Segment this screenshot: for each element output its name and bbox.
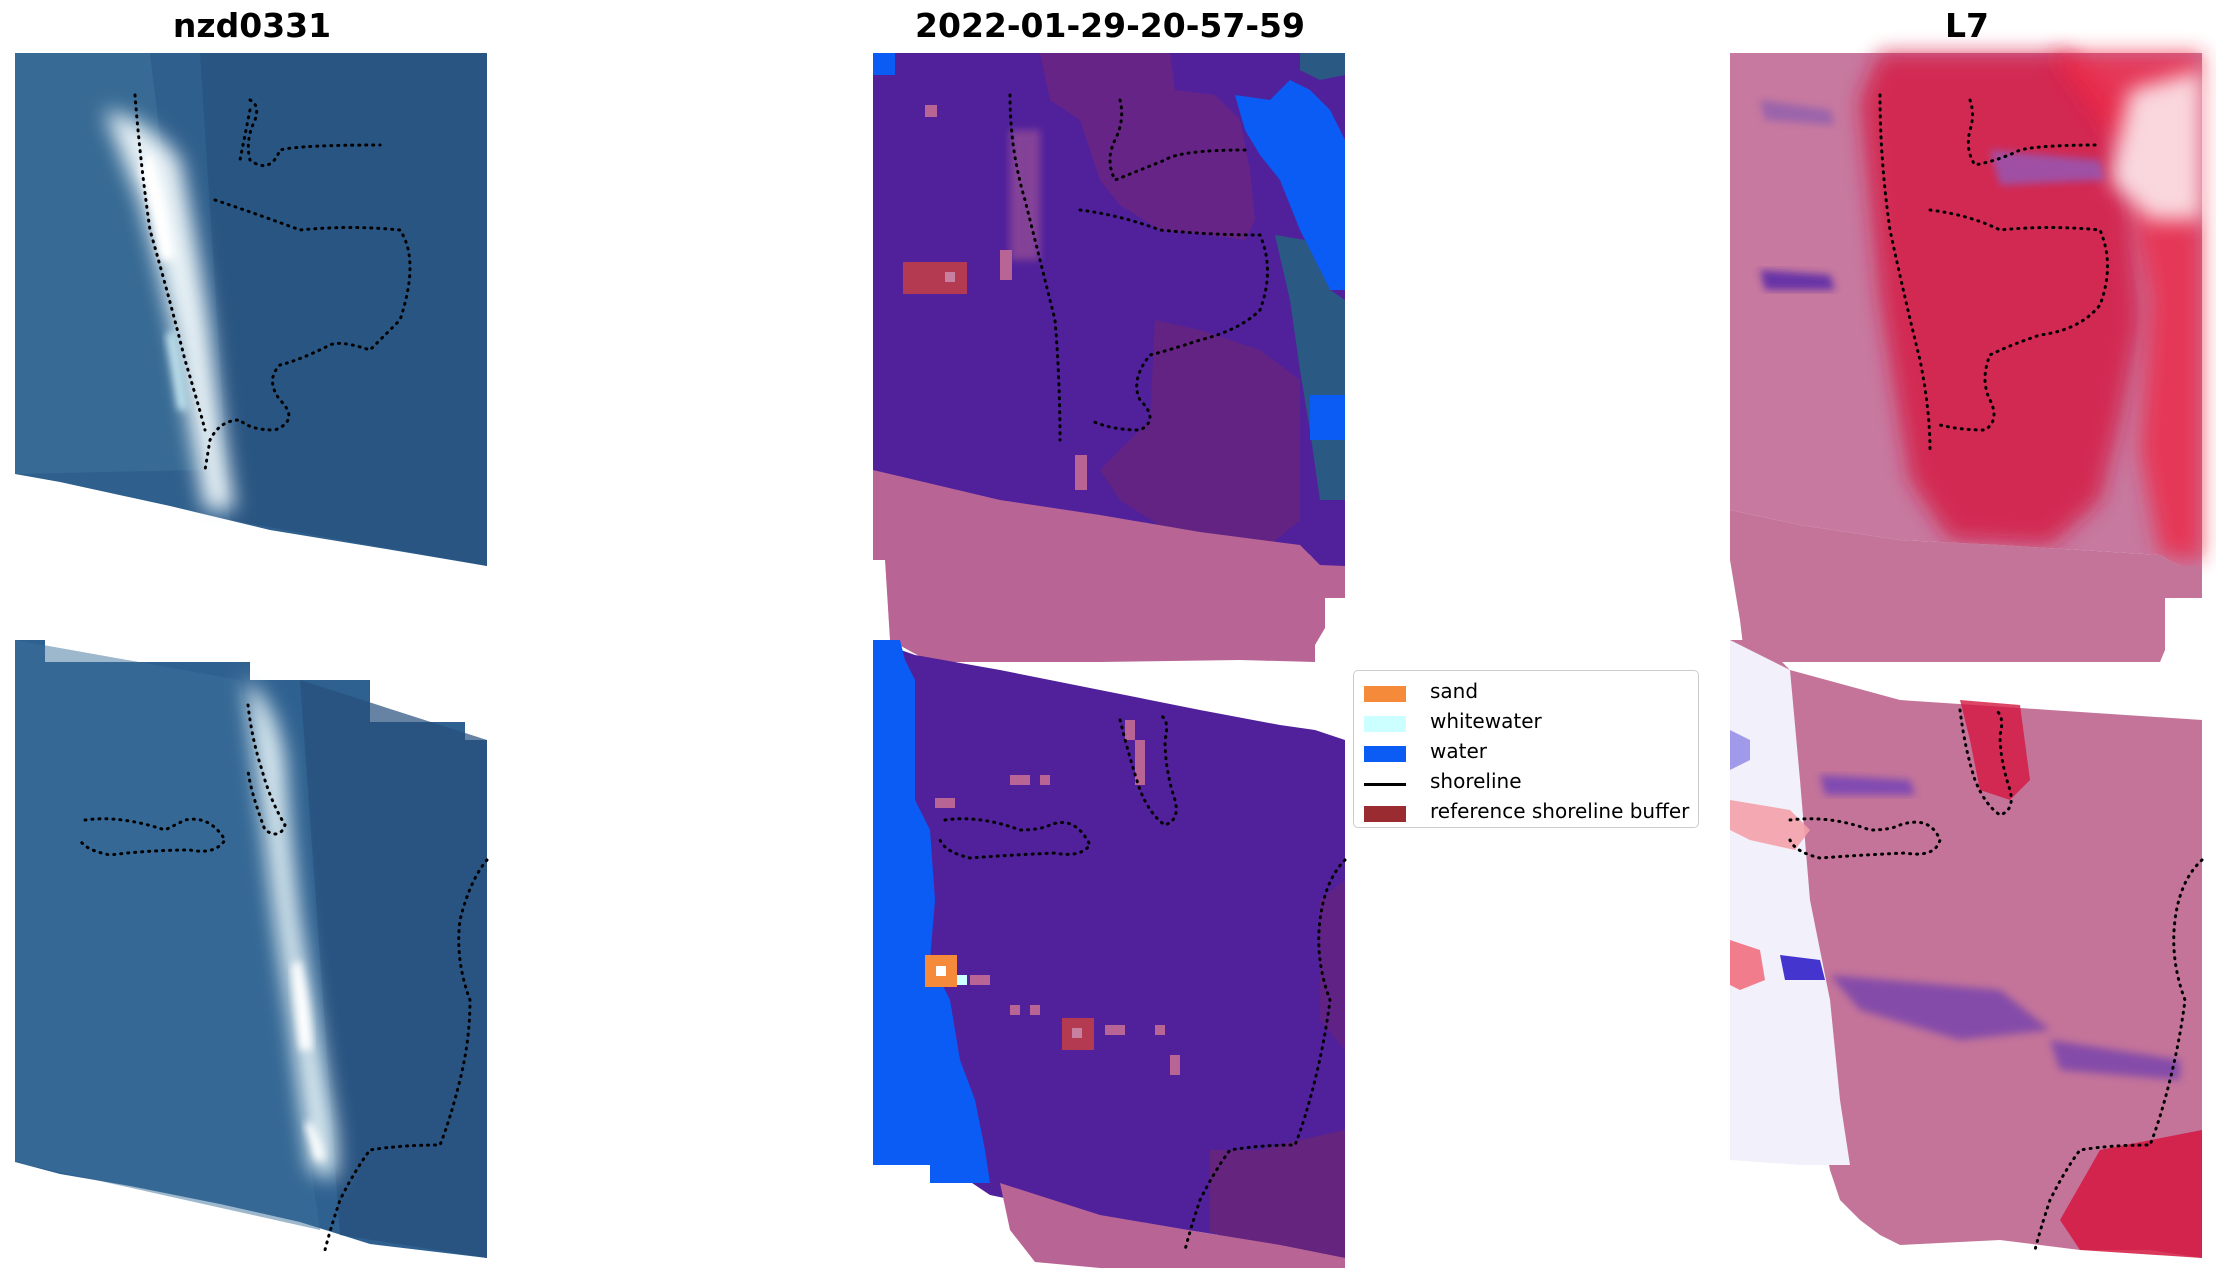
rgb-image-panel bbox=[15, 53, 489, 1258]
legend-swatch-water bbox=[1364, 746, 1406, 762]
water-top-right bbox=[1235, 80, 1345, 290]
shoreline-right-bottom bbox=[1788, 708, 2204, 1252]
class-tile-bottom-land bbox=[873, 640, 1345, 1258]
legend-swatch-sand bbox=[1364, 686, 1406, 702]
surf-zone-bottom bbox=[245, 680, 337, 1180]
legend-swatch-whitewater bbox=[1364, 716, 1406, 732]
center-panel-title: 2022-01-29-20-57-59 bbox=[915, 6, 1305, 45]
legend-label: sand bbox=[1430, 679, 1479, 703]
shoreline-center-bottom bbox=[938, 713, 1347, 1252]
shoreline-left-top bbox=[133, 93, 412, 472]
legend-swatch-reference-buffer bbox=[1364, 806, 1406, 822]
shoreline-right-top bbox=[1878, 93, 2109, 452]
classification-panel bbox=[873, 53, 1347, 1268]
legend-item-water: water bbox=[1364, 737, 1694, 767]
legend-label: whitewater bbox=[1430, 709, 1542, 733]
buffer-band bbox=[873, 470, 1345, 662]
index-panel bbox=[1730, 53, 2204, 1258]
legend-label: water bbox=[1430, 739, 1487, 763]
shoreline-center-top bbox=[1008, 93, 1269, 442]
index-band bbox=[1730, 510, 2202, 662]
surf-zone-top bbox=[105, 110, 235, 510]
legend-item-whitewater: whitewater bbox=[1364, 707, 1694, 737]
legend-label: shoreline bbox=[1430, 769, 1522, 793]
legend-item-reference-buffer: reference shoreline buffer bbox=[1364, 797, 1694, 827]
right-panel-title: L7 bbox=[1945, 6, 1989, 45]
legend-item-sand: sand bbox=[1364, 677, 1694, 707]
water-bottom-left bbox=[873, 640, 990, 1183]
shoreline-left-bottom bbox=[78, 703, 489, 1252]
legend-label: reference shoreline buffer bbox=[1430, 799, 1690, 823]
reference-buffer-top bbox=[903, 262, 967, 294]
legend-item-shoreline: shoreline bbox=[1364, 767, 1694, 797]
legend: sand whitewater water shoreline referenc… bbox=[1353, 670, 1699, 828]
left-panel-title: nzd0331 bbox=[172, 6, 332, 45]
legend-line-shoreline bbox=[1364, 783, 1406, 786]
